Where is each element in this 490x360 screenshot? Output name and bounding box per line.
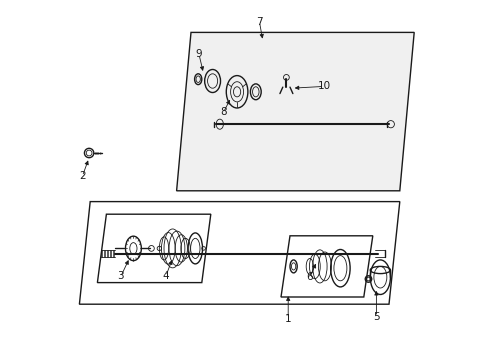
Text: 6: 6 xyxy=(306,272,313,282)
Polygon shape xyxy=(79,202,400,304)
Text: 4: 4 xyxy=(163,271,169,281)
Text: 3: 3 xyxy=(118,271,124,282)
Text: 9: 9 xyxy=(196,49,202,59)
Text: 1: 1 xyxy=(285,314,292,324)
Text: 10: 10 xyxy=(318,81,331,91)
Polygon shape xyxy=(176,32,414,191)
Text: 8: 8 xyxy=(220,107,227,117)
Polygon shape xyxy=(98,214,211,283)
Text: 5: 5 xyxy=(373,312,380,322)
Polygon shape xyxy=(281,236,373,297)
Text: 7: 7 xyxy=(256,17,263,27)
Text: 2: 2 xyxy=(79,171,86,181)
